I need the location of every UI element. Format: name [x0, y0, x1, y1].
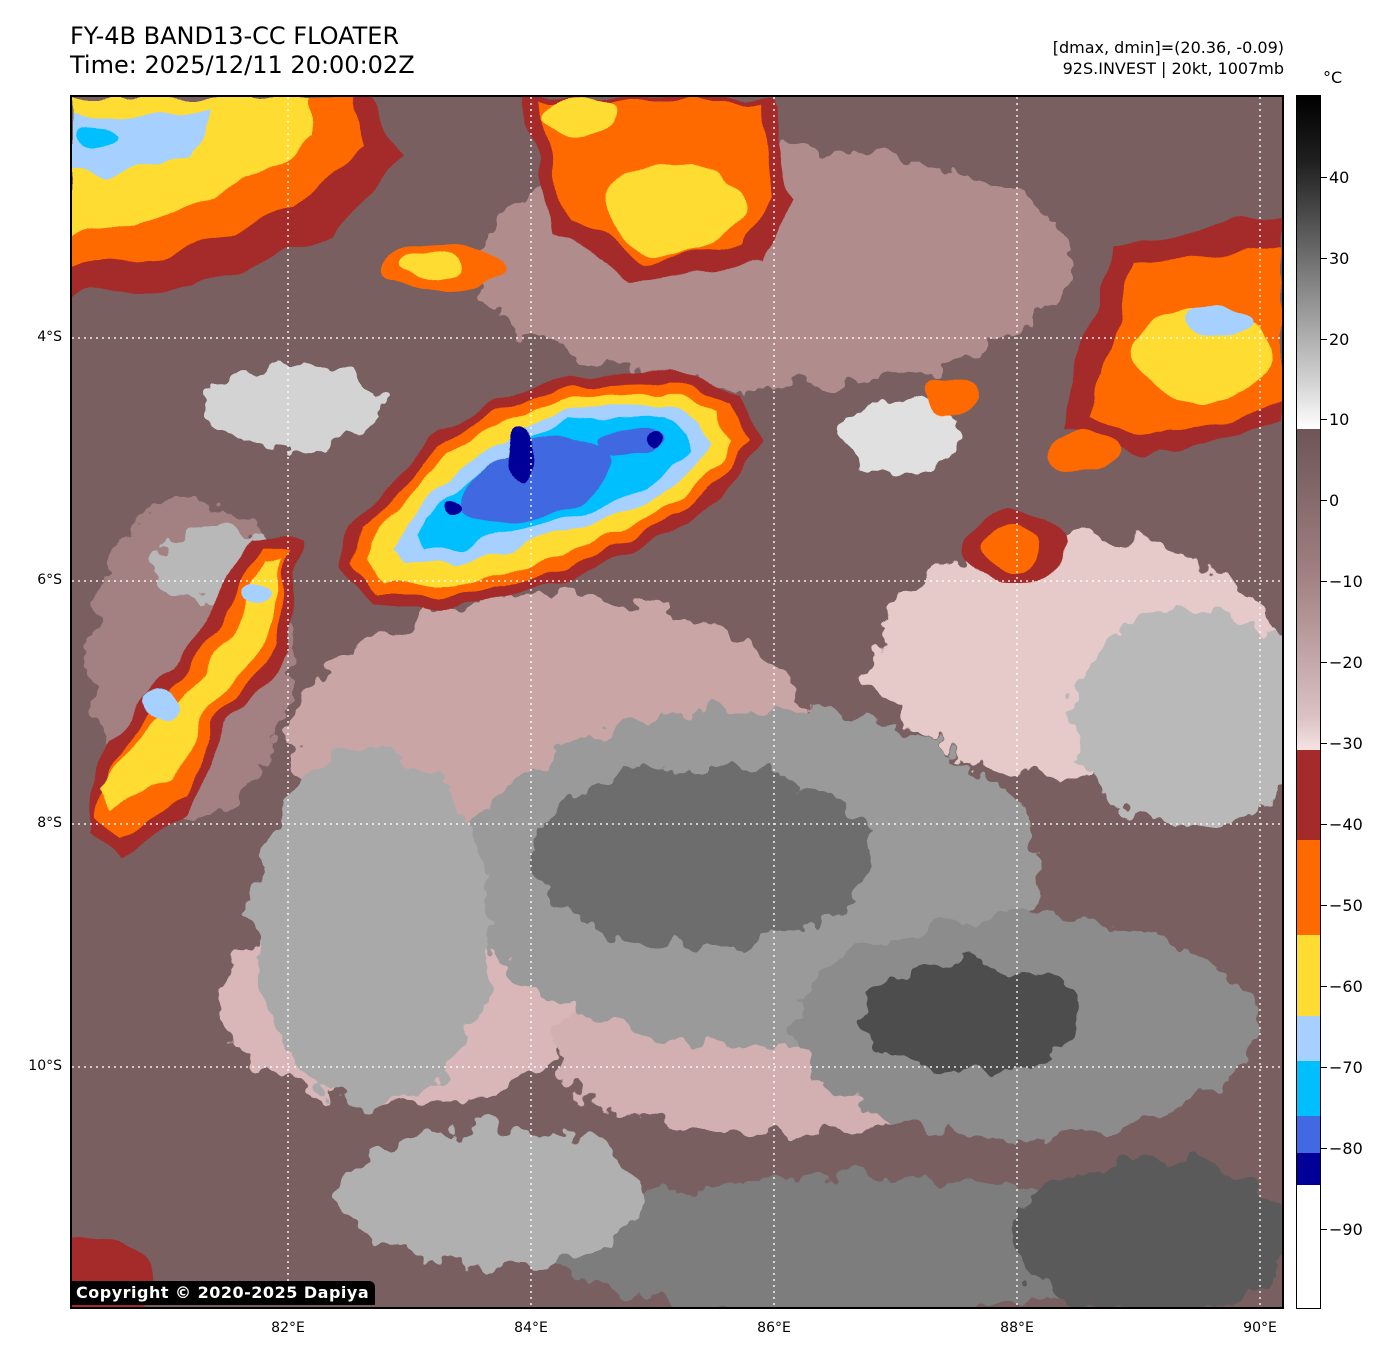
colorbar-label-m40: −40	[1329, 815, 1363, 834]
lat-label-10s: 10°S	[28, 1058, 62, 1074]
chart-time: Time: 2025/12/11 20:00:02Z	[70, 51, 415, 79]
copyright-badge: Copyright © 2020-2025 Dapiya	[72, 1281, 376, 1305]
colorbar-label-40: 40	[1329, 168, 1350, 187]
lat-label-8s: 8°S	[37, 815, 62, 831]
lon-label-82e: 82°E	[271, 1320, 305, 1336]
colorbar-tick	[1321, 905, 1327, 906]
colorbar-tick	[1321, 1148, 1327, 1149]
colorbar-light-blue	[1297, 1016, 1320, 1061]
range-text: [dmax, dmin]=(20.36, -0.09)	[1052, 38, 1284, 57]
colorbar-label-m60: −60	[1329, 977, 1363, 996]
colorbar-tick	[1321, 258, 1327, 259]
colorbar-gray-ramp	[1297, 96, 1320, 429]
colorbar-tick	[1321, 339, 1327, 340]
colorbar-label-10: 10	[1329, 410, 1350, 429]
colorbar-label-m70: −70	[1329, 1058, 1363, 1077]
colorbar-tick	[1321, 986, 1327, 987]
colorbar-white	[1297, 1185, 1320, 1308]
colorbar-label-m30: −30	[1329, 734, 1363, 753]
colorbar-label-m80: −80	[1329, 1139, 1363, 1158]
colorbar-tick	[1321, 1229, 1327, 1230]
lon-label-86e: 86°E	[757, 1320, 791, 1336]
chart-title: FY-4B BAND13-CC FLOATER	[70, 22, 400, 50]
storm-info: 92S.INVEST | 20kt, 1007mb	[1062, 59, 1284, 78]
colorbar-deep-sky	[1297, 1061, 1320, 1116]
colorbar-tick	[1321, 1067, 1327, 1068]
colorbar-tick	[1321, 743, 1327, 744]
colorbar	[1296, 95, 1321, 1309]
colorbar-label-20: 20	[1329, 330, 1350, 349]
lat-label-6s: 6°S	[37, 572, 62, 588]
lon-label-84e: 84°E	[514, 1320, 548, 1336]
colorbar-brown-ramp	[1297, 429, 1320, 750]
lat-label-4s: 4°S	[37, 329, 62, 345]
lon-label-88e: 88°E	[1000, 1320, 1034, 1336]
colorbar-tick	[1321, 500, 1327, 501]
satellite-map	[70, 95, 1284, 1309]
colorbar-orange	[1297, 840, 1320, 935]
colorbar-label-0: 0	[1329, 491, 1340, 510]
colorbar-tick	[1321, 581, 1327, 582]
colorbar-unit: °C	[1323, 68, 1343, 87]
colorbar-label-m20: −20	[1329, 653, 1363, 672]
colorbar-tick	[1321, 824, 1327, 825]
colorbar-label-m10: −10	[1329, 572, 1363, 591]
colorbar-tick	[1321, 419, 1327, 420]
colorbar-gold	[1297, 935, 1320, 1016]
colorbar-royal-blue	[1297, 1116, 1320, 1153]
colorbar-tick	[1321, 177, 1327, 178]
colorbar-label-m90: −90	[1329, 1220, 1363, 1239]
colorbar-label-30: 30	[1329, 249, 1350, 268]
map-imagery	[72, 97, 1282, 1307]
colorbar-navy	[1297, 1153, 1320, 1185]
colorbar-label-m50: −50	[1329, 896, 1363, 915]
lon-label-90e: 90°E	[1243, 1320, 1277, 1336]
colorbar-tick	[1321, 662, 1327, 663]
colorbar-brick	[1297, 750, 1320, 840]
map-gridlines	[72, 97, 1282, 1307]
